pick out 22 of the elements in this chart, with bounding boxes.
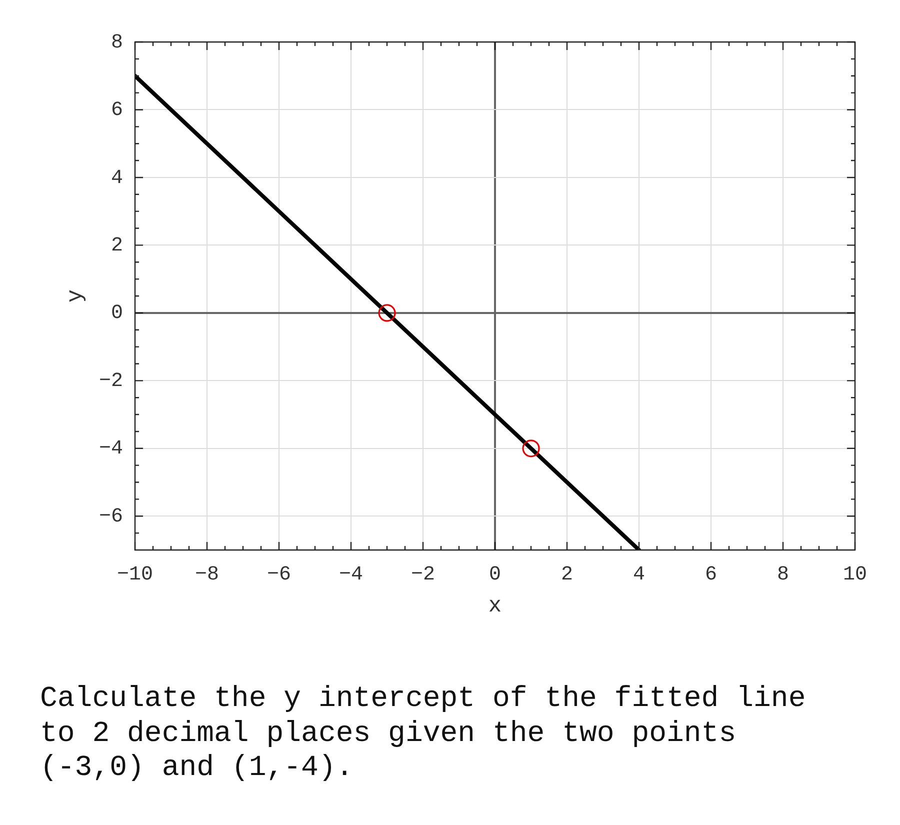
x-tick-label: −2: [410, 563, 436, 586]
x-tick-label: 10: [842, 563, 868, 586]
text: Calculate the y intercept of the fitted line to 2 decimal places given the two points (-3,0) and (1,-4).: [40, 682, 807, 786]
x-tick-label: −10: [116, 563, 154, 586]
x-tick-label: 2: [560, 563, 574, 586]
x-tick-label: 6: [704, 563, 718, 586]
y-tick-label: 4: [110, 166, 123, 190]
x-tick-label: −6: [266, 563, 292, 586]
x-tick-label: −8: [194, 563, 220, 586]
x-tick-label: 0: [488, 563, 502, 586]
y-tick-label: 2: [110, 234, 123, 258]
x-axis-title: x: [488, 594, 502, 619]
x-tick-label: 8: [776, 563, 790, 586]
y-tick-label: −4: [98, 438, 123, 461]
y-tick-label: 6: [110, 99, 123, 122]
y-tick-label: 8: [110, 31, 123, 54]
y-tick-label: 0: [110, 302, 123, 326]
y-tick-label: −6: [98, 505, 123, 528]
x-tick-label: 4: [632, 563, 646, 586]
x-tick-label: −4: [338, 563, 364, 586]
y-tick-label: −2: [98, 370, 123, 393]
y-axis-title: y: [63, 289, 88, 303]
